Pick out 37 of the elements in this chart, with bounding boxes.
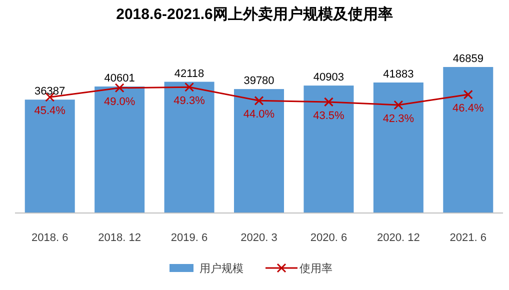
point	[184, 82, 194, 92]
bar	[24, 100, 75, 213]
data-label: 36387	[34, 86, 66, 98]
data-label: 40601	[104, 72, 135, 84]
data-label: 44.0%	[243, 108, 275, 121]
bar	[443, 67, 494, 213]
point	[394, 100, 404, 110]
point	[324, 97, 334, 107]
bar	[373, 82, 424, 213]
x-tick-label: 2020. 12	[377, 232, 420, 244]
x-tick-label: 2021. 6	[450, 232, 486, 244]
bar	[234, 89, 284, 213]
point	[114, 83, 124, 93]
data-label: 46.4%	[452, 102, 484, 115]
x-tick-label: 2018. 12	[98, 232, 141, 244]
legend-label: 用户规模	[200, 262, 244, 275]
point	[254, 96, 264, 106]
bar	[304, 86, 354, 213]
x-tick-label: 2018. 6	[32, 232, 68, 244]
data-label: 40903	[313, 72, 344, 84]
data-label: 49.0%	[104, 96, 136, 108]
legend-label: 使用率	[300, 262, 332, 275]
x-tick-label: 2020. 3	[240, 232, 278, 244]
x-tick-label: 2020. 6	[310, 232, 348, 244]
data-label: 45.4%	[34, 105, 66, 118]
point	[463, 90, 473, 100]
data-label: 39780	[244, 75, 274, 88]
bar	[94, 86, 145, 213]
bar	[164, 82, 214, 213]
data-label: 49.3%	[174, 95, 206, 108]
data-label: 41883	[383, 68, 414, 81]
x-tick-label: 2019. 6	[170, 232, 208, 244]
data-label: 42118	[174, 68, 204, 80]
chart-title: 2018.6-2021.6网上外卖用户规模及使用率	[116, 5, 393, 23]
data-label: 43.5%	[313, 110, 345, 122]
data-label: 46859	[452, 53, 484, 65]
data-label: 42.3%	[382, 113, 414, 126]
